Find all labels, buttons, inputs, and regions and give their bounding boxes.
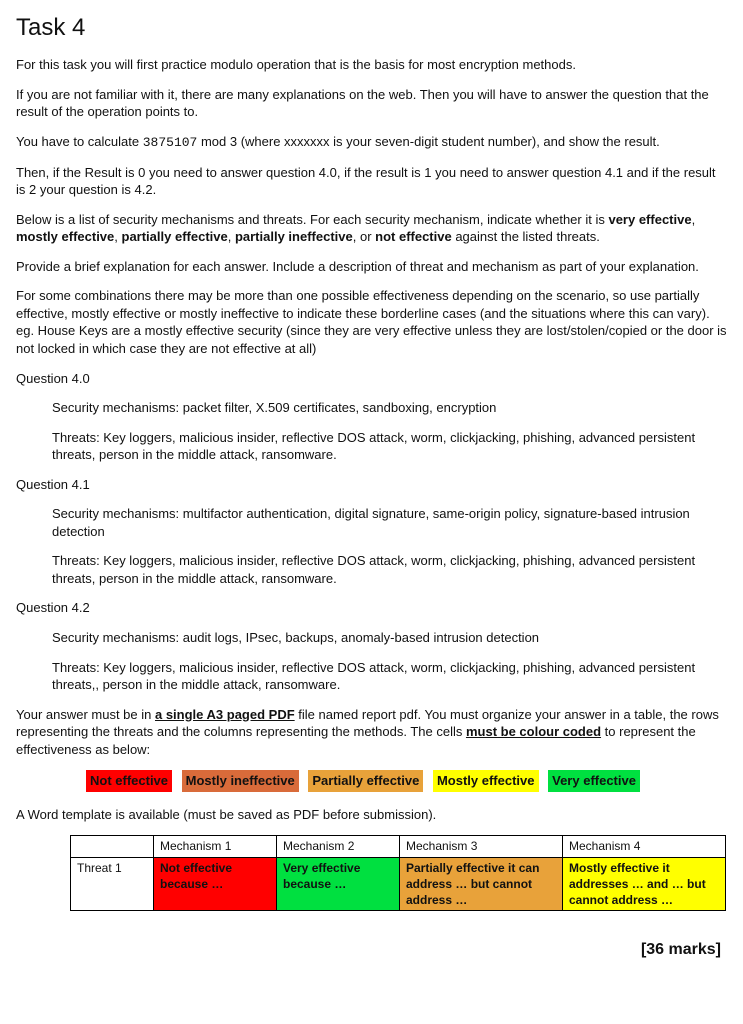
intro-p4: Then, if the Result is 0 you need to ans… — [16, 164, 727, 199]
intro-p7: For some combinations there may be more … — [16, 287, 727, 357]
sep1: , — [692, 212, 696, 227]
p5-pe: partially effective — [122, 229, 228, 244]
effectiveness-legend: Not effective Mostly ineffective Partial… — [86, 770, 727, 792]
sep2: , — [114, 229, 121, 244]
cell-partially-effective: Partially effective it can address … but… — [400, 857, 563, 911]
q40-mechanisms: Security mechanisms: packet filter, X.50… — [52, 399, 727, 417]
cell-very-effective: Very effective because … — [277, 857, 400, 911]
p5-ne: not effective — [375, 229, 452, 244]
q42-mechanisms: Security mechanisms: audit logs, IPsec, … — [52, 629, 727, 647]
p3-code: 3875107 — [143, 135, 198, 150]
intro-p3: You have to calculate 3875107 mod 3 (whe… — [16, 133, 727, 152]
table-row: Threat 1 Not effective because … Very ef… — [71, 857, 726, 911]
answer-instructions: Your answer must be in a single A3 paged… — [16, 706, 727, 759]
row-threat-1: Threat 1 — [71, 857, 154, 911]
p5-me: mostly effective — [16, 229, 114, 244]
q42-threats: Threats: Key loggers, malicious insider,… — [52, 659, 727, 694]
legend-not-effective: Not effective — [86, 770, 172, 792]
table-header-row: Mechanism 1 Mechanism 2 Mechanism 3 Mech… — [71, 836, 726, 857]
legend-partially-effective: Partially effective — [308, 770, 423, 792]
legend-mostly-effective: Mostly effective — [433, 770, 539, 792]
sample-table-wrap: Mechanism 1 Mechanism 2 Mechanism 3 Mech… — [70, 835, 727, 911]
intro-p2: If you are not familiar with it, there a… — [16, 86, 727, 121]
intro-p1: For this task you will first practice mo… — [16, 56, 727, 74]
q40-threats: Threats: Key loggers, malicious insider,… — [52, 429, 727, 464]
sep3: , — [228, 229, 235, 244]
p3b: mod 3 (where xxxxxxx is your seven-digit… — [197, 134, 659, 149]
intro-p6: Provide a brief explanation for each ans… — [16, 258, 727, 276]
legend-mostly-ineffective: Mostly ineffective — [182, 770, 299, 792]
q41-threats: Threats: Key loggers, malicious insider,… — [52, 552, 727, 587]
p5-pi: partially ineffective — [235, 229, 353, 244]
intro-p5: Below is a list of security mechanisms a… — [16, 211, 727, 246]
q41-heading: Question 4.1 — [16, 476, 727, 494]
marks-label: [36 marks] — [16, 939, 721, 961]
ans-u1: a single A3 paged PDF — [155, 707, 295, 722]
col-blank — [71, 836, 154, 857]
col-mech-4: Mechanism 4 — [563, 836, 726, 857]
cell-not-effective: Not effective because … — [154, 857, 277, 911]
p3a: You have to calculate — [16, 134, 143, 149]
q40-heading: Question 4.0 — [16, 370, 727, 388]
sep4: , or — [353, 229, 375, 244]
q41-mechanisms: Security mechanisms: multifactor authent… — [52, 505, 727, 540]
ans-a: Your answer must be in — [16, 707, 155, 722]
legend-very-effective: Very effective — [548, 770, 640, 792]
ans-u2: must be colour coded — [466, 724, 601, 739]
sample-table: Mechanism 1 Mechanism 2 Mechanism 3 Mech… — [70, 835, 726, 911]
p5a: Below is a list of security mechanisms a… — [16, 212, 608, 227]
cell-mostly-effective: Mostly effective it addresses … and … bu… — [563, 857, 726, 911]
p5b: against the listed threats. — [452, 229, 600, 244]
col-mech-2: Mechanism 2 — [277, 836, 400, 857]
col-mech-3: Mechanism 3 — [400, 836, 563, 857]
template-note: A Word template is available (must be sa… — [16, 806, 727, 824]
q42-heading: Question 4.2 — [16, 599, 727, 617]
task-title: Task 4 — [16, 12, 727, 44]
col-mech-1: Mechanism 1 — [154, 836, 277, 857]
p5-ve: very effective — [608, 212, 691, 227]
